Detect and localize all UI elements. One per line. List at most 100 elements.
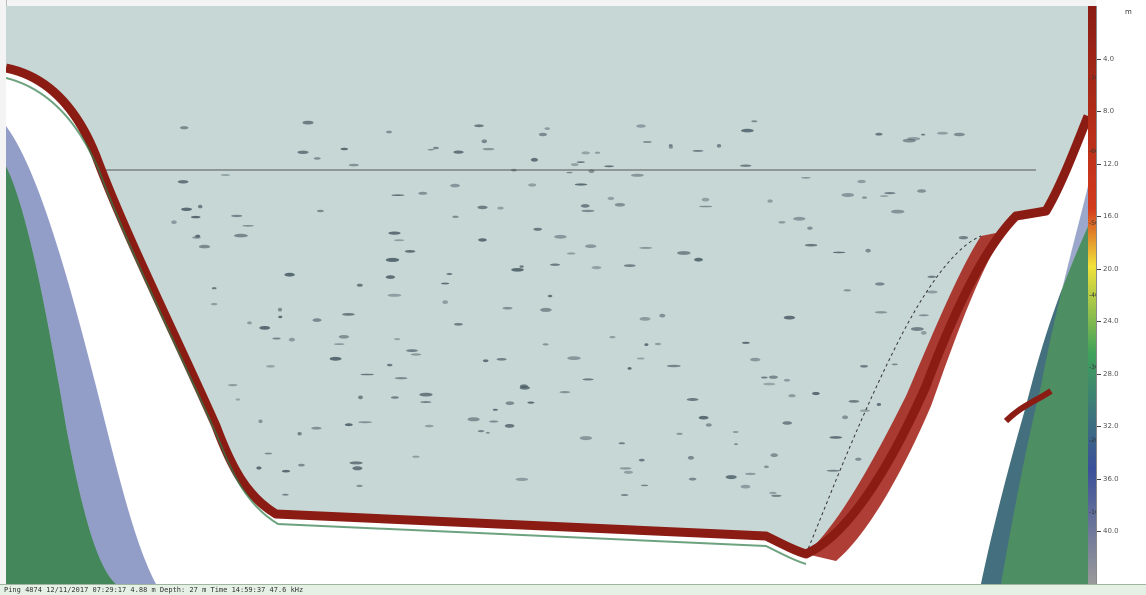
- fish-target: [687, 455, 695, 460]
- status-bar: Ping 4874 12/11/2017 07:29:17 4.88 m Dep…: [0, 584, 1146, 595]
- fish-target: [278, 315, 283, 319]
- fish-target: [859, 364, 869, 368]
- fish-target: [197, 204, 203, 209]
- fish-target: [344, 423, 353, 427]
- fish-target: [640, 484, 649, 487]
- status-text: Ping 4874 12/11/2017 07:29:17 4.88 m Dep…: [4, 586, 304, 594]
- fish-target: [231, 214, 243, 218]
- fish-target: [716, 144, 722, 148]
- fish-target: [958, 236, 969, 240]
- fish-target: [220, 174, 231, 176]
- fish-target: [580, 204, 590, 208]
- depth-tick-label: 4.0: [1103, 55, 1115, 63]
- depth-tick-label: 24.0: [1103, 317, 1119, 325]
- fish-target: [668, 144, 673, 147]
- color-scale-label: -10: [1089, 509, 1099, 516]
- fish-target: [636, 357, 645, 360]
- fish-target: [358, 421, 372, 424]
- fish-target: [527, 401, 535, 404]
- fish-target: [699, 205, 713, 208]
- fish-target: [783, 315, 796, 320]
- fish-target: [566, 252, 576, 255]
- fish-target: [348, 163, 359, 167]
- fish-target: [550, 263, 560, 266]
- left-bank-blue: [6, 126, 156, 584]
- fish-target: [393, 239, 405, 242]
- fish-target: [511, 268, 524, 272]
- fish-target: [519, 265, 524, 268]
- fish-target: [442, 300, 449, 304]
- fish-target: [177, 180, 189, 184]
- fish-target: [406, 349, 418, 352]
- fish-target: [388, 231, 401, 235]
- fish-target: [585, 244, 597, 248]
- fish-target: [477, 205, 488, 210]
- fish-target: [180, 126, 189, 130]
- fish-target: [750, 357, 761, 362]
- fish-target: [316, 209, 324, 213]
- fish-target: [751, 120, 758, 123]
- fish-target: [453, 150, 464, 154]
- fish-target: [446, 272, 453, 276]
- right-slope-outline: [805, 235, 982, 555]
- fish-target: [281, 469, 291, 473]
- fish-target: [936, 131, 949, 135]
- fish-target: [623, 264, 636, 267]
- fish-target: [875, 132, 883, 136]
- fish-target: [329, 356, 342, 361]
- fish-target: [725, 475, 737, 480]
- fish-target: [921, 331, 927, 335]
- fish-target: [770, 453, 778, 458]
- depth-tick-label: 32.0: [1103, 422, 1119, 430]
- fish-target: [582, 378, 594, 381]
- fish-target: [264, 452, 273, 455]
- echogram-canvas[interactable]: [6, 6, 1088, 584]
- fish-target: [504, 424, 515, 428]
- fish-target: [639, 317, 651, 321]
- depth-tick-label: 16.0: [1103, 212, 1119, 220]
- fish-target: [450, 183, 460, 188]
- fish-target: [540, 307, 552, 312]
- depth-tick-label: 40.0: [1103, 527, 1119, 535]
- fish-target: [360, 373, 375, 376]
- fish-target: [452, 215, 459, 218]
- fish-target: [432, 146, 439, 150]
- color-scale-label: -40: [1089, 292, 1099, 299]
- fish-target: [627, 367, 632, 370]
- fish-target: [519, 386, 530, 390]
- fish-target: [875, 282, 885, 286]
- fish-target: [636, 124, 646, 128]
- fish-target: [859, 409, 871, 413]
- fish-target: [686, 398, 699, 401]
- depth-tick-label: 36.0: [1103, 475, 1119, 483]
- fish-target: [385, 257, 400, 262]
- fish-target: [644, 343, 649, 346]
- fish-target: [571, 163, 579, 167]
- fish-target: [298, 463, 305, 467]
- fish-target: [771, 494, 782, 497]
- fish-target: [801, 177, 811, 179]
- fish-target: [865, 248, 871, 253]
- fish-target: [745, 472, 756, 476]
- fish-target: [638, 458, 645, 462]
- fish-target: [387, 363, 393, 367]
- fish-target: [528, 183, 537, 187]
- fish-target: [302, 120, 314, 125]
- fish-target: [594, 151, 601, 154]
- fish-target: [259, 326, 271, 330]
- fish-target: [515, 477, 529, 481]
- fish-target: [284, 272, 295, 277]
- fish-target: [358, 395, 363, 400]
- fish-target: [581, 151, 590, 155]
- fish-target: [953, 132, 965, 137]
- fish-target: [591, 266, 602, 270]
- fish-target: [783, 378, 791, 382]
- echogram-view[interactable]: [6, 6, 1088, 584]
- depth-tick-mark: [1097, 269, 1101, 270]
- color-scale-label: -20: [1089, 437, 1099, 444]
- fish-target: [282, 493, 289, 496]
- fish-target: [927, 275, 937, 278]
- fish-target: [272, 337, 281, 340]
- fish-target: [918, 314, 929, 317]
